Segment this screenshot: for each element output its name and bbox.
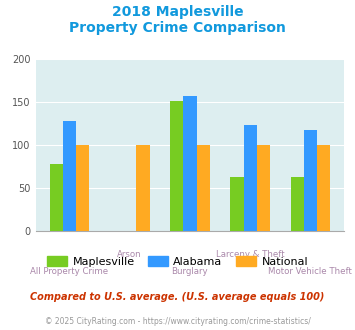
- Text: Motor Vehicle Theft: Motor Vehicle Theft: [268, 267, 353, 276]
- Text: Larceny & Theft: Larceny & Theft: [216, 250, 284, 259]
- Bar: [170, 101, 183, 231]
- Bar: [183, 96, 197, 231]
- Text: Compared to U.S. average. (U.S. average equals 100): Compared to U.S. average. (U.S. average …: [30, 292, 325, 302]
- Bar: [50, 164, 63, 231]
- Text: Burglary: Burglary: [171, 267, 208, 276]
- Bar: [197, 145, 210, 231]
- Text: 2018 Maplesville: 2018 Maplesville: [112, 5, 243, 19]
- Bar: [136, 145, 149, 231]
- Bar: [290, 177, 304, 231]
- Text: Arson: Arson: [118, 250, 142, 259]
- Bar: [317, 145, 330, 231]
- Bar: [76, 145, 89, 231]
- Text: All Property Crime: All Property Crime: [31, 267, 109, 276]
- Legend: Maplesville, Alabama, National: Maplesville, Alabama, National: [42, 251, 313, 271]
- Bar: [230, 177, 244, 231]
- Bar: [63, 121, 76, 231]
- Bar: [244, 125, 257, 231]
- Bar: [257, 145, 270, 231]
- Text: © 2025 CityRating.com - https://www.cityrating.com/crime-statistics/: © 2025 CityRating.com - https://www.city…: [45, 317, 310, 326]
- Text: Property Crime Comparison: Property Crime Comparison: [69, 21, 286, 35]
- Bar: [304, 130, 317, 231]
